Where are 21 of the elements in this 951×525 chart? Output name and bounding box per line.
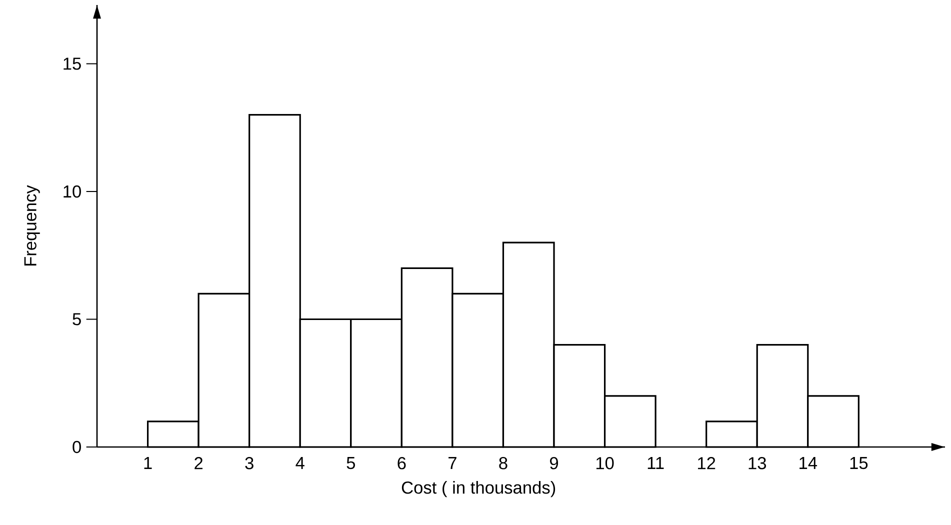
x-tick-label: 8 — [499, 457, 508, 470]
x-tick-label: 12 — [698, 457, 716, 470]
y-tick-label: 10 — [64, 185, 81, 198]
x-tick-label: 1 — [144, 457, 152, 469]
x-axis-title: Cost ( in thousands) — [402, 481, 556, 498]
x-tick-label: 5 — [346, 457, 355, 470]
x-tick-label: 11 — [648, 457, 664, 469]
x-tick-label: 4 — [296, 457, 304, 469]
x-tick-label: 14 — [800, 457, 818, 469]
x-tick-label: 2 — [194, 457, 203, 470]
y-tick-label: 5 — [72, 313, 81, 326]
x-tick-label: 9 — [550, 457, 558, 470]
y-tick-label: 15 — [64, 58, 81, 70]
y-tick-label: 0 — [72, 440, 81, 454]
x-tick-label: 15 — [850, 457, 868, 470]
x-tick-label: 7 — [448, 457, 456, 469]
x-tick-label: 3 — [245, 457, 254, 470]
y-axis-title: Frequency — [24, 185, 40, 266]
x-tick-label: 6 — [398, 457, 406, 470]
x-tick-label: 10 — [596, 457, 614, 470]
x-tick-label: 13 — [748, 457, 766, 470]
